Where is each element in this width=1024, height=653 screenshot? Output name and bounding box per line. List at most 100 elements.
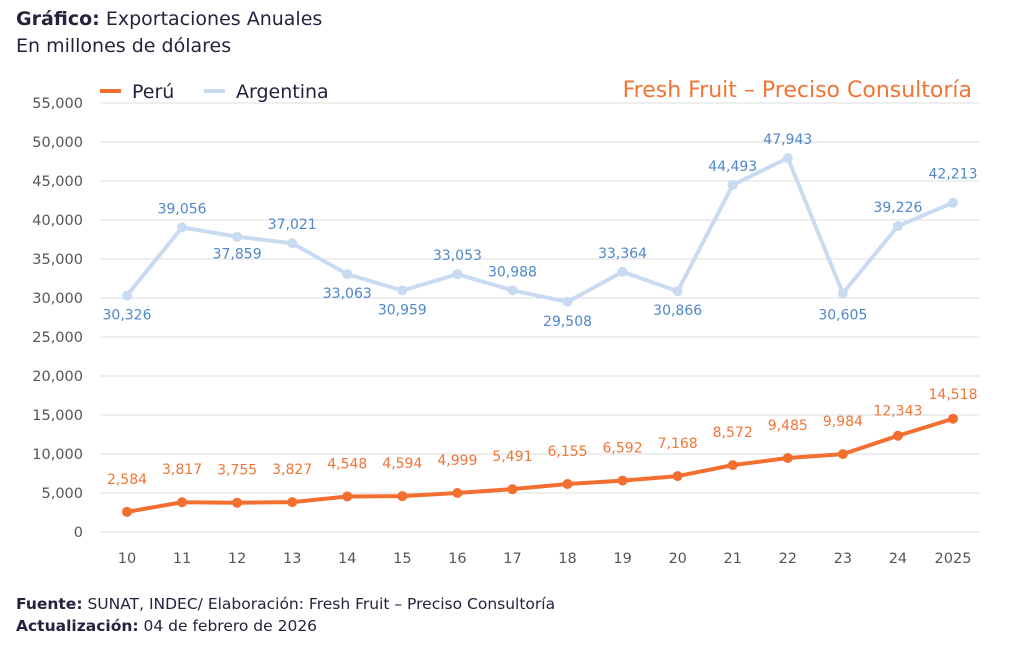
data-label-peru: 4,548 (327, 457, 367, 473)
y-tick-label: 45,000 (32, 174, 83, 190)
data-point-argentina (232, 231, 243, 242)
data-label-argentina: 33,063 (323, 286, 372, 302)
data-label-peru: 14,518 (929, 387, 978, 403)
chart-title-label: Gráfico: (16, 8, 100, 30)
data-point-peru (727, 460, 738, 471)
data-point-argentina (948, 197, 958, 208)
data-point-peru (287, 497, 298, 508)
data-label-peru: 3,817 (162, 462, 202, 478)
chart-title-block: Gráfico: Exportaciones Anuales En millon… (16, 6, 322, 60)
data-point-peru (177, 497, 188, 508)
data-label-argentina: 37,021 (268, 217, 317, 233)
data-label-argentina: 44,493 (708, 159, 757, 175)
footer: Fuente: SUNAT, INDEC/ Elaboración: Fresh… (16, 593, 555, 637)
data-label-argentina: 47,943 (763, 132, 812, 148)
data-point-argentina (837, 288, 848, 299)
y-tick-label: 35,000 (32, 252, 83, 268)
data-label-peru: 6,592 (603, 441, 643, 457)
data-label-argentina: 39,226 (873, 200, 922, 216)
data-point-argentina (342, 269, 353, 280)
x-tick-label: 23 (834, 551, 852, 567)
y-tick-label: 30,000 (32, 291, 83, 307)
data-point-argentina (122, 290, 132, 301)
x-axis-ticks: 10 11 12 13 14 15 16 17 18 19 20 21 22 23 24 2025 (118, 551, 972, 567)
data-label-peru: 2,584 (107, 472, 147, 488)
x-tick-label: 17 (503, 551, 521, 567)
data-point-argentina (177, 222, 188, 233)
data-point-peru (562, 478, 573, 489)
data-label-peru: 4,999 (437, 453, 477, 469)
x-tick-label: 18 (558, 551, 576, 567)
y-axis-ticks: 0 5,000 10,000 15,000 20,000 25,000 30,000 35,0… (32, 96, 83, 541)
data-point-argentina (782, 153, 793, 164)
data-point-peru (342, 491, 353, 502)
data-point-peru (397, 491, 408, 502)
data-label-peru: 7,168 (658, 436, 698, 452)
x-tick-label: 13 (283, 551, 301, 567)
data-point-peru (232, 497, 243, 508)
data-label-argentina: 30,988 (488, 264, 537, 280)
data-label-argentina: 30,959 (378, 303, 427, 319)
source-label: Fuente: (16, 595, 83, 613)
data-point-argentina (507, 285, 518, 296)
x-tick-label: 11 (173, 551, 191, 567)
data-label-argentina: 42,213 (929, 167, 978, 183)
series-line-peru (126, 416, 954, 514)
x-tick-label: 19 (613, 551, 631, 567)
data-label-peru: 6,155 (547, 444, 587, 460)
data-label-peru: 4,594 (382, 456, 422, 472)
legend-label-argentina: Argentina (236, 81, 329, 103)
x-tick-label: 20 (668, 551, 686, 567)
y-tick-label: 40,000 (32, 213, 83, 229)
y-tick-label: 25,000 (32, 330, 83, 346)
data-point-peru (837, 449, 848, 460)
x-tick-label: 16 (448, 551, 466, 567)
data-label-peru: 3,755 (217, 463, 257, 479)
update-line: Actualización: 04 de febrero de 2026 (16, 615, 555, 637)
x-tick-label: 2025 (935, 551, 972, 567)
data-label-argentina: 33,053 (433, 248, 482, 264)
x-tick-label: 14 (338, 551, 356, 567)
legend: Perú Argentina (100, 81, 329, 103)
x-tick-label: 12 (228, 551, 246, 567)
data-point-argentina (617, 266, 628, 277)
data-point-argentina (562, 296, 573, 307)
data-point-argentina (672, 286, 683, 297)
grid-lines (100, 102, 980, 533)
y-tick-label: 50,000 (32, 135, 83, 151)
chart-title-text: Exportaciones Anuales (99, 8, 323, 30)
x-tick-label: 15 (393, 551, 411, 567)
y-tick-label: 10,000 (32, 447, 83, 463)
data-label-argentina: 37,859 (213, 247, 262, 263)
series-line-argentina (125, 156, 954, 304)
data-label-argentina: 30,866 (653, 303, 702, 319)
data-label-peru: 5,491 (492, 449, 532, 465)
data-point-argentina (727, 179, 738, 190)
data-point-peru (507, 484, 518, 495)
data-point-peru (948, 413, 958, 424)
data-label-argentina: 30,605 (818, 307, 867, 323)
y-tick-label: 5,000 (41, 486, 83, 502)
chart-subtitle: En millones de dólares (16, 35, 232, 57)
data-point-argentina (397, 285, 408, 296)
legend-label-peru: Perú (132, 81, 174, 103)
data-point-peru (452, 488, 463, 499)
x-tick-label: 21 (724, 551, 742, 567)
data-point-peru (617, 475, 628, 486)
data-label-argentina: 33,364 (598, 246, 647, 262)
series-layer: 30,326 39,056 37,859 37,021 33,063 30,959 33,0… (103, 132, 978, 517)
y-tick-label: 55,000 (32, 96, 83, 112)
data-label-peru: 8,572 (713, 425, 753, 441)
data-label-argentina: 30,326 (103, 307, 152, 323)
data-point-peru (892, 430, 903, 441)
data-label-peru: 12,343 (873, 404, 922, 420)
x-tick-label: 10 (118, 551, 136, 567)
data-label-peru: 3,827 (272, 462, 312, 478)
y-tick-label: 0 (74, 525, 83, 541)
data-point-argentina (452, 269, 463, 280)
brand-label: Fresh Fruit – Preciso Consultoría (623, 78, 972, 103)
series-peru: 2,584 3,817 3,755 3,827 4,548 4,594 4,999 5,491… (107, 387, 978, 517)
x-tick-label: 22 (779, 551, 797, 567)
chart-title: Gráfico: Exportaciones Anuales (16, 6, 322, 33)
